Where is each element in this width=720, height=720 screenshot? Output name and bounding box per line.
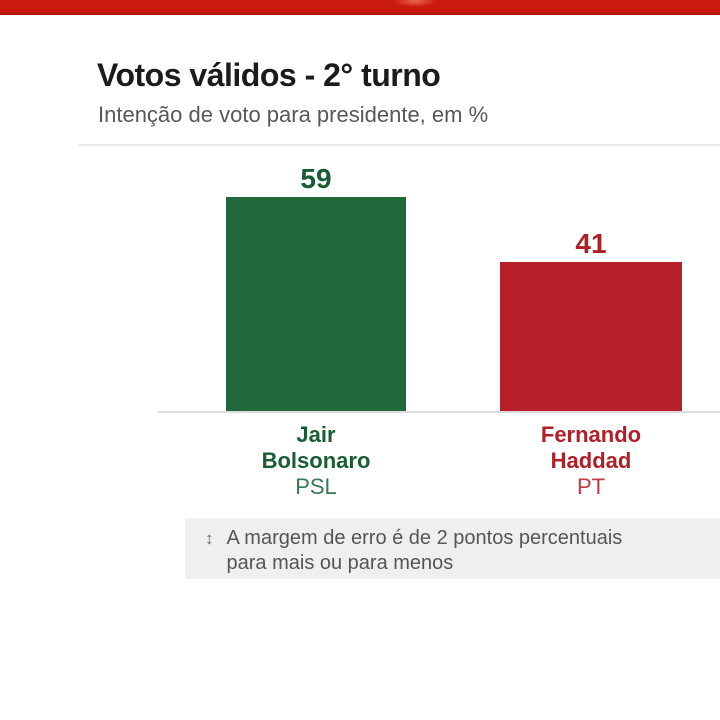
candidate-name-line2: Bolsonaro (261, 448, 371, 473)
value-label-haddad: 41 (575, 228, 607, 259)
category-label-bolsonaro: Jair Bolsonaro PSL (226, 422, 406, 500)
bar-haddad (500, 262, 682, 411)
chart-title: Votos válidos - 2° turno (97, 57, 441, 93)
candidate-name-line1: Fernando (540, 422, 642, 447)
x-axis-baseline (158, 411, 720, 413)
top-red-banner (0, 0, 720, 15)
logo-glow-decoration (393, 0, 437, 7)
margin-of-error-line1: A margem de erro é de 2 pontos percentua… (226, 527, 623, 549)
header-divider (79, 144, 720, 146)
bar-bolsonaro (226, 197, 406, 411)
margin-of-error-line2: para mais ou para menos (226, 552, 454, 574)
party-label: PSL (295, 474, 337, 499)
margin-of-error-text: A margem de erro é de 2 pontos percentua… (227, 526, 623, 576)
candidate-name-line1: Jair (296, 422, 336, 447)
category-label-haddad: Fernando Haddad PT (500, 422, 682, 500)
party-label: PT (576, 474, 606, 499)
value-label-bolsonaro: 59 (300, 163, 332, 194)
candidate-name-line2: Haddad (550, 448, 632, 473)
margin-of-error-note: ↕ A margem de erro é de 2 pontos percent… (185, 518, 720, 579)
chart-subtitle: Intenção de voto para presidente, em % (98, 102, 489, 127)
up-down-arrow-icon: ↕ (205, 529, 214, 548)
